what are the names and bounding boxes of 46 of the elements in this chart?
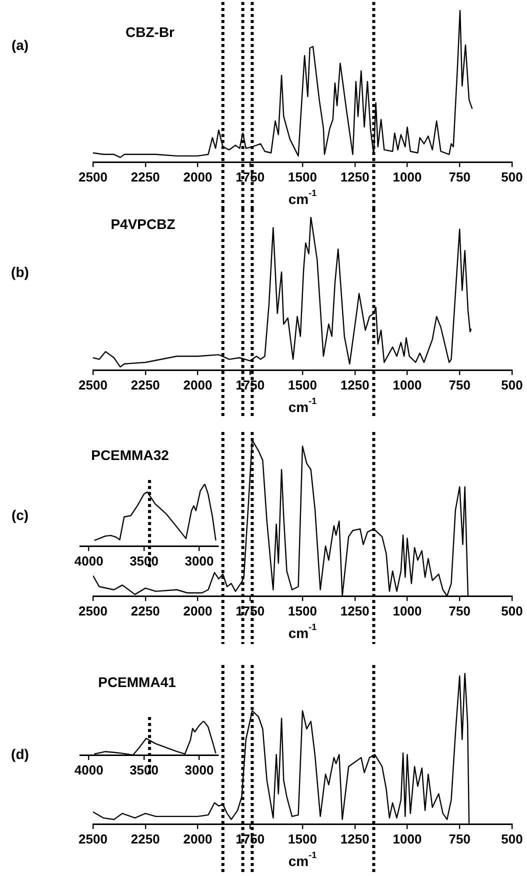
x-tick-label: 1500 bbox=[288, 169, 317, 184]
x-tick-label: 3000 bbox=[184, 762, 214, 778]
x-tick-label: 1500 bbox=[288, 377, 317, 392]
x-tick-label: 2250 bbox=[130, 603, 160, 618]
x-tick-label: 500 bbox=[501, 831, 523, 846]
x-tick-label: 2250 bbox=[130, 377, 160, 392]
text: CBZ-Br bbox=[126, 24, 176, 40]
x-tick-label: 1000 bbox=[392, 831, 422, 846]
x-tick-label: 1750 bbox=[236, 169, 265, 184]
x-tick-label: 750 bbox=[448, 831, 470, 846]
x-tick-label: 2500 bbox=[78, 377, 108, 392]
x-tick-label: 750 bbox=[448, 377, 470, 392]
x-tick-label: 2000 bbox=[183, 603, 212, 618]
x-tick-label: 4000 bbox=[74, 553, 104, 568]
x-tick-label: 1500 bbox=[288, 603, 317, 618]
text: (b) bbox=[11, 264, 29, 280]
x-tick-label: 2000 bbox=[183, 377, 212, 392]
x-tick-label: 3000 bbox=[184, 553, 214, 568]
x-tick-label: 1000 bbox=[392, 169, 422, 184]
x-tick-label: 750 bbox=[448, 603, 470, 618]
x-tick-label: 2250 bbox=[130, 169, 160, 184]
text: (a) bbox=[11, 36, 29, 53]
x-tick-label: 750 bbox=[448, 169, 470, 184]
x-tick-label: 500 bbox=[501, 377, 523, 392]
chart-title: PCEMMA41 bbox=[98, 674, 176, 690]
x-tick-label: 2250 bbox=[130, 831, 160, 846]
x-tick-label: 2500 bbox=[78, 603, 108, 618]
x-tick-label: 1000 bbox=[392, 603, 422, 618]
x-tick-label: 1250 bbox=[340, 831, 370, 846]
x-tick-label: 2500 bbox=[78, 831, 108, 846]
x-tick-label: 2500 bbox=[78, 169, 108, 184]
text: (d) bbox=[11, 746, 29, 762]
x-tick-label: 1250 bbox=[340, 169, 370, 184]
x-tick-label: 3500 bbox=[130, 553, 158, 568]
x-tick-label: 2000 bbox=[183, 169, 212, 184]
x-tick-label: 1500 bbox=[288, 831, 317, 846]
x-tick-label: 2000 bbox=[183, 831, 212, 846]
text: PCEMMA32 bbox=[91, 446, 170, 463]
text: (c) bbox=[11, 506, 29, 523]
x-tick-label: 1250 bbox=[340, 603, 370, 618]
x-tick-label: 4000 bbox=[74, 762, 104, 778]
x-tick-label: 500 bbox=[501, 169, 523, 184]
x-tick-label: 500 bbox=[501, 603, 523, 618]
x-tick-label: 1000 bbox=[392, 377, 422, 392]
x-tick-label: 1250 bbox=[340, 377, 370, 392]
chart-title: P4VPCBZ bbox=[110, 216, 176, 232]
